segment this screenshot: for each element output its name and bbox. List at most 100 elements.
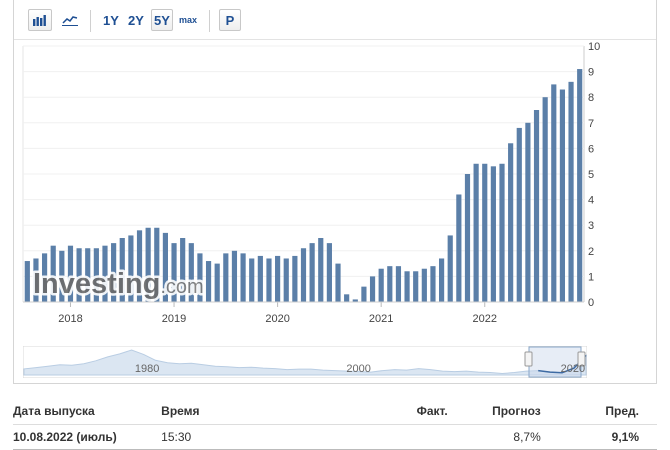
cell-release-date: 10.08.2022 (июль) [13, 424, 162, 450]
bar[interactable] [275, 255, 281, 302]
bar[interactable] [352, 299, 358, 302]
range-1y-button[interactable]: 1Y [103, 12, 119, 28]
bar[interactable] [292, 255, 298, 302]
y-tick-label: 8 [588, 92, 594, 104]
bar[interactable] [59, 250, 65, 302]
bar[interactable] [67, 245, 74, 302]
bar[interactable] [369, 276, 376, 302]
bar[interactable] [533, 110, 540, 302]
table-row: 10.08.2022 (июль) 15:30 8,7% 9,1% [13, 424, 657, 450]
bar[interactable] [430, 266, 436, 302]
range-max-button[interactable]: max [178, 15, 197, 25]
bar[interactable] [205, 261, 212, 302]
x-tick-label: 2018 [58, 313, 82, 325]
bar[interactable] [85, 248, 91, 302]
watermark-suffix: .com [160, 276, 203, 298]
bar[interactable] [197, 253, 203, 302]
header-previous: Пред. [605, 404, 639, 418]
navigator-selection[interactable] [528, 346, 582, 378]
bar[interactable] [136, 230, 143, 302]
bar[interactable] [439, 258, 445, 302]
bar[interactable] [223, 253, 229, 302]
bar[interactable] [231, 250, 238, 302]
bar[interactable] [464, 174, 471, 302]
y-tick-label: 3 [588, 220, 594, 232]
y-axis: 0 1 2 3 4 5 6 7 8 9 10 [23, 41, 600, 309]
bar[interactable] [499, 163, 505, 302]
bar[interactable] [41, 253, 48, 302]
bar[interactable] [559, 89, 566, 303]
bar[interactable] [119, 238, 125, 302]
bar[interactable] [378, 268, 384, 302]
bar[interactable] [344, 294, 350, 302]
bar[interactable] [188, 243, 194, 302]
line-chart-button[interactable] [57, 9, 83, 31]
bar[interactable] [50, 245, 56, 302]
bar[interactable] [413, 271, 419, 302]
bar-series [24, 69, 583, 303]
y-tick-label: 2 [588, 246, 594, 258]
bar[interactable] [162, 232, 168, 302]
line-chart-icon [62, 16, 78, 26]
bar[interactable] [361, 286, 367, 302]
bar[interactable] [171, 243, 177, 302]
bar[interactable] [551, 84, 557, 303]
bar[interactable] [387, 266, 393, 302]
period-p-button[interactable]: P [219, 9, 241, 31]
bar[interactable] [145, 227, 151, 302]
bar[interactable] [335, 263, 341, 302]
bar[interactable] [421, 268, 427, 302]
bar[interactable] [249, 258, 255, 302]
release-table: Дата выпуска Время Факт. Прогноз Пред. 1… [13, 398, 657, 450]
bar[interactable] [240, 253, 246, 302]
bar[interactable] [447, 235, 453, 302]
bar[interactable] [508, 143, 514, 302]
bar[interactable] [309, 243, 315, 302]
watermark-brand: Investing [33, 268, 160, 300]
navigator-labels: 1980 2000 2020 [135, 363, 585, 375]
bar[interactable] [128, 235, 134, 302]
bar[interactable] [24, 261, 30, 302]
cell-time: 15:30 [161, 424, 364, 450]
bar[interactable] [490, 166, 496, 302]
watermark-brand: Investing [33, 268, 160, 300]
range-5y-button[interactable]: 5Y [151, 9, 173, 31]
bar[interactable] [102, 245, 108, 302]
bar[interactable] [326, 243, 332, 302]
y-tick-label: 7 [588, 118, 594, 130]
chart-toolbar: 1Y 2Y 5Y max P [14, 0, 656, 40]
investing-watermark: Investing.com Investing.com [31, 266, 207, 303]
range-navigator[interactable]: 1980 2000 2020 [23, 346, 587, 378]
bar[interactable] [404, 271, 410, 302]
bar[interactable] [456, 194, 462, 302]
bar[interactable] [577, 69, 583, 302]
bar[interactable] [154, 227, 160, 302]
bar[interactable] [283, 258, 289, 302]
cell-actual [364, 424, 448, 450]
bar[interactable] [257, 255, 263, 302]
bar[interactable] [93, 248, 99, 302]
range-2y-button[interactable]: 2Y [128, 12, 144, 28]
bar[interactable] [180, 238, 186, 302]
bar[interactable] [33, 258, 39, 302]
bar[interactable] [111, 243, 117, 302]
bar[interactable] [266, 258, 272, 302]
bar[interactable] [76, 248, 82, 302]
cell-previous: 9,1% [540, 424, 657, 450]
bar-chart-button[interactable] [28, 9, 52, 31]
bar[interactable] [300, 248, 307, 302]
bar[interactable] [525, 122, 531, 302]
navigator-left-handle[interactable] [524, 351, 533, 367]
svg-text:Investing.com: Investing.com [33, 268, 204, 300]
bar[interactable] [542, 97, 548, 302]
toolbar-separator [209, 10, 210, 32]
bar[interactable] [482, 163, 488, 302]
bar[interactable] [395, 266, 402, 302]
bar[interactable] [318, 238, 324, 302]
bar[interactable] [473, 163, 479, 302]
cell-forecast: 8,7% [447, 424, 541, 450]
bar[interactable] [214, 263, 220, 302]
bar[interactable] [516, 127, 522, 302]
bar[interactable] [568, 81, 574, 302]
navigator-right-handle[interactable] [577, 351, 586, 367]
